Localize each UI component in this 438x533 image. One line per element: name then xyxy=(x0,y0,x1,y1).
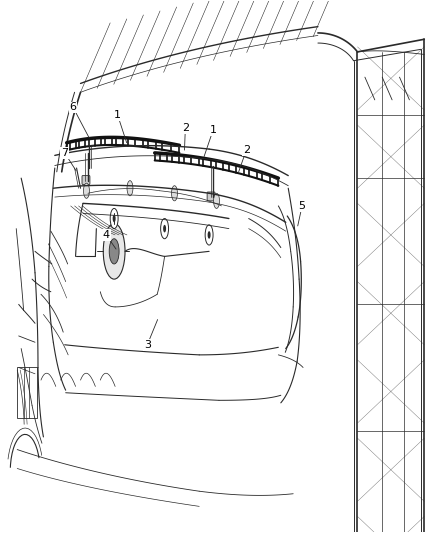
FancyBboxPatch shape xyxy=(207,192,215,201)
Text: 3: 3 xyxy=(144,340,151,350)
Circle shape xyxy=(103,223,125,279)
Circle shape xyxy=(161,219,169,239)
Circle shape xyxy=(163,225,166,232)
Text: 5: 5 xyxy=(299,201,306,211)
Text: 1: 1 xyxy=(209,125,216,135)
Circle shape xyxy=(208,231,211,239)
Circle shape xyxy=(127,181,133,196)
Circle shape xyxy=(113,215,116,222)
Text: 7: 7 xyxy=(61,148,68,158)
Circle shape xyxy=(214,193,219,208)
Bar xyxy=(17,367,37,418)
Text: 4: 4 xyxy=(102,230,110,240)
FancyBboxPatch shape xyxy=(82,175,90,184)
Text: 2: 2 xyxy=(182,123,189,133)
Circle shape xyxy=(205,225,213,245)
Circle shape xyxy=(172,185,177,201)
Circle shape xyxy=(110,208,118,229)
Text: 2: 2 xyxy=(243,146,250,155)
Text: 6: 6 xyxy=(70,102,77,112)
Text: 1: 1 xyxy=(114,110,121,120)
Circle shape xyxy=(109,239,119,264)
Circle shape xyxy=(84,183,89,198)
